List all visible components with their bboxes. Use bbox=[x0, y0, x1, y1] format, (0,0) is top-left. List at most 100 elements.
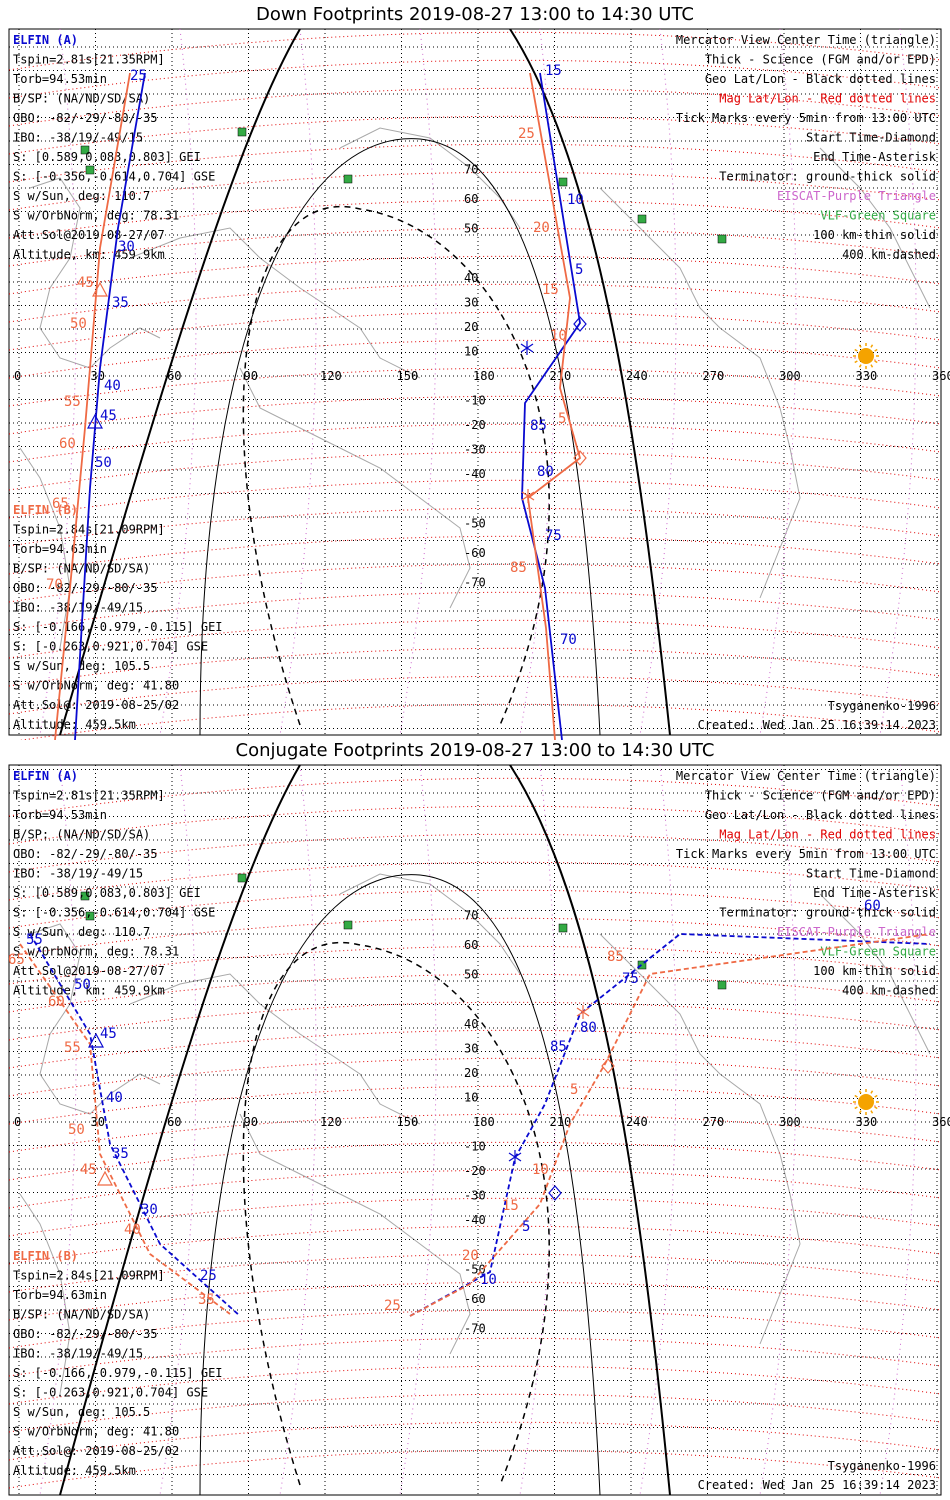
track-tick-label: 25 bbox=[130, 68, 147, 84]
boundary-400km bbox=[242, 942, 550, 1486]
track-a-ticks: 15 10 5 85 80 75 70 25 30 35 40 45 50 bbox=[95, 63, 584, 648]
sat-b-param: IBO: -38/19/-49/15 bbox=[13, 1347, 143, 1361]
end-marker-stroke bbox=[576, 1007, 590, 1017]
lon-label: 150 bbox=[397, 369, 419, 383]
mag-parallel bbox=[8, 1309, 942, 1349]
sat-b-param: S: [-0.166,-0.979,-0.115] GEI bbox=[13, 1366, 223, 1380]
track-b-right bbox=[409, 933, 931, 1317]
lon-labels: 0 30 60 90 120 150 180 210 240 270 300 330 360 bbox=[14, 369, 950, 383]
vlf-station-icon bbox=[85, 165, 95, 175]
mag-parallel bbox=[8, 59, 942, 99]
coastline-segment bbox=[819, 893, 931, 1055]
coastline-segment bbox=[239, 367, 471, 609]
sat-b-param: OBO: -82/-29/-80/-35 bbox=[13, 581, 158, 595]
sat-a-info: ELFIN (A) Tspin=2.81s[21.35RPM] Torb=94.53… bbox=[13, 33, 215, 262]
mag-parallel bbox=[8, 861, 942, 901]
mag-parallel bbox=[8, 31, 942, 71]
sun-icon bbox=[853, 343, 879, 369]
sat-a-param: S: [0.589,0.083,0.803] GEI bbox=[13, 886, 201, 900]
track-tick-label: 55 bbox=[64, 1040, 81, 1056]
track-tick-label: 5 bbox=[558, 411, 566, 427]
legend: Mercator View Center Time (triangle) Thic… bbox=[676, 769, 937, 998]
vlf-station-icon bbox=[85, 911, 95, 921]
mag-parallel bbox=[8, 1141, 942, 1181]
legend-entry: Mercator View Center Time (triangle) bbox=[676, 33, 936, 47]
track-tick-label: 40 bbox=[104, 378, 121, 394]
lat-label: 20 bbox=[464, 320, 478, 334]
track-tick-label: 5 bbox=[570, 1082, 578, 1098]
vlf-station-icon bbox=[637, 960, 647, 970]
view-center-triangle-b bbox=[96, 1170, 114, 1186]
sun-ray bbox=[874, 360, 878, 364]
end-asterisk-b bbox=[576, 1005, 590, 1019]
sun-ray bbox=[854, 348, 858, 352]
mag-parallel bbox=[8, 423, 942, 463]
mag-parallel bbox=[8, 1365, 942, 1405]
legend-entry: Mag Lat/Lon - Red dotted lines bbox=[719, 92, 936, 106]
lat-label: 10 bbox=[464, 1091, 478, 1105]
sat-a-param: Att.Sol@2019-08-27/07 bbox=[13, 228, 165, 242]
coastline-segment bbox=[239, 1113, 471, 1355]
mag-parallel bbox=[8, 1197, 942, 1237]
track-tick-label: 85 bbox=[550, 1039, 567, 1055]
track-b-left bbox=[19, 943, 231, 1315]
coastline-segment bbox=[19, 447, 71, 649]
mag-parallel bbox=[8, 507, 942, 547]
sat-a-info: ELFIN (A) Tspin=2.81s[21.35RPM] Torb=94.53… bbox=[13, 769, 215, 998]
mag-meridian bbox=[159, 764, 197, 1496]
track-tick-label: 20 bbox=[533, 220, 550, 236]
mag-parallel bbox=[8, 1085, 942, 1125]
mag-parallel bbox=[8, 171, 942, 211]
mag-meridian bbox=[279, 28, 317, 736]
track-tick-label: 55 bbox=[64, 394, 81, 410]
vlf-station-icon bbox=[237, 873, 247, 883]
mag-parallel bbox=[8, 227, 942, 267]
mag-meridian bbox=[879, 764, 917, 1496]
lon-label: 150 bbox=[397, 1115, 419, 1129]
mag-parallel bbox=[8, 973, 942, 1013]
track-tick-label: 15 bbox=[545, 63, 562, 79]
track-tick-label: 60 bbox=[59, 436, 76, 452]
lon-label: 120 bbox=[320, 369, 342, 383]
track-tick-label: 20 bbox=[462, 1248, 479, 1264]
coastline-segment bbox=[29, 923, 161, 1115]
track-tick-label: 80 bbox=[580, 1020, 597, 1036]
sat-b-param: Tspin=2.84s[21.09RPM] bbox=[13, 1269, 165, 1283]
mag-grid bbox=[8, 777, 942, 1489]
coastline-segment bbox=[819, 147, 931, 309]
mag-parallel bbox=[8, 143, 942, 183]
sat-a-param: Tspin=2.81s[21.35RPM] bbox=[13, 789, 165, 803]
sat-b-param: OBO: -82/-29/-80/-35 bbox=[13, 1327, 158, 1341]
lon-label: 210 bbox=[550, 369, 572, 383]
mag-parallel bbox=[8, 199, 942, 239]
sun-ray bbox=[870, 344, 874, 348]
model-label: Tsyganenko-1996 bbox=[828, 1459, 936, 1473]
coastline-segment bbox=[19, 1193, 71, 1395]
track-tick-label: 25 bbox=[518, 126, 535, 142]
sat-b-param: Torb=94.63min bbox=[13, 1288, 107, 1302]
mag-meridian bbox=[279, 764, 317, 1496]
legend-entry: Geo Lat/Lon - Black dotted lines bbox=[705, 808, 936, 822]
sat-a-param: OBO: -82/-29/-80/-35 bbox=[13, 847, 158, 861]
vlf-station-icon bbox=[558, 177, 568, 187]
coastline-segment bbox=[129, 973, 421, 1125]
legend-entry: Terminator: ground-thick solid bbox=[719, 906, 936, 920]
mag-grid bbox=[8, 31, 942, 740]
lon-label: 120 bbox=[320, 1115, 342, 1129]
sun-ray bbox=[874, 1106, 878, 1110]
lat-label: -30 bbox=[464, 1189, 486, 1203]
sun-ray bbox=[858, 1090, 862, 1094]
lat-label: 60 bbox=[464, 192, 478, 206]
mag-parallel bbox=[8, 1449, 942, 1489]
start-diamond-a bbox=[548, 1185, 562, 1201]
lat-labels: 70 60 50 40 30 20 10 -10 -20 -30 -40 -50 -60 -70 bbox=[464, 163, 486, 590]
vlf-station-icon bbox=[717, 234, 727, 244]
sun-ray bbox=[870, 1090, 874, 1094]
end-marker-stroke bbox=[520, 343, 534, 353]
track-tick-label: 60 bbox=[48, 994, 65, 1010]
sat-a-param: IBO: -38/19/-49/15 bbox=[13, 867, 143, 881]
terminator-right bbox=[509, 28, 671, 736]
mag-parallel bbox=[8, 1169, 942, 1209]
boundary-100km bbox=[199, 138, 601, 736]
